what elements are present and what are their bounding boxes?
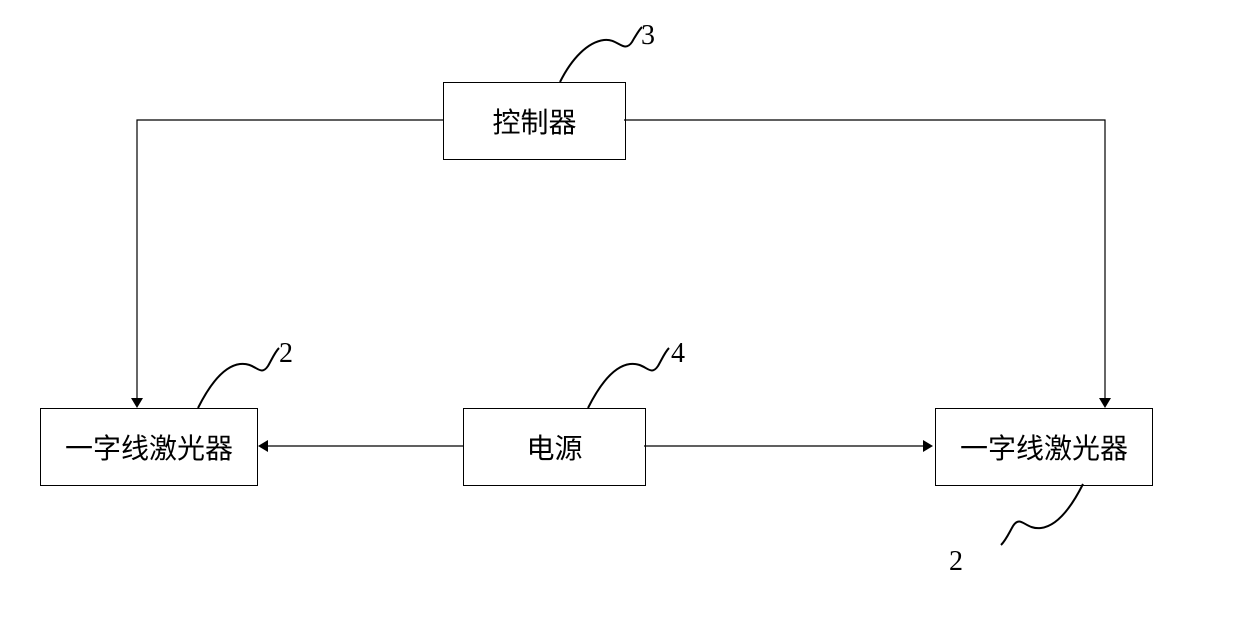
squiggle-power (588, 348, 669, 408)
squiggle-controller (560, 27, 642, 82)
node-laser-left: 一字线激光器 (40, 408, 258, 486)
ref-laser-right: 2 (949, 546, 963, 578)
ref-power: 4 (671, 338, 685, 370)
edge-controller-to-laser-right (624, 120, 1105, 400)
node-power-label: 电源 (526, 427, 582, 467)
arrow-controller-to-laser-right (1099, 398, 1111, 408)
arrow-power-to-laser-left (258, 440, 268, 452)
diagram-canvas: 控制器 一字线激光器 电源 一字线激光器 3 2 4 2 (0, 0, 1240, 617)
arrow-power-to-laser-right (923, 440, 933, 452)
ref-laser-left: 2 (279, 338, 293, 370)
node-controller: 控制器 (443, 82, 626, 160)
node-laser-right-label: 一字线激光器 (960, 427, 1128, 467)
squiggle-laser-right (1001, 484, 1083, 545)
ref-controller: 3 (641, 20, 655, 52)
node-laser-right: 一字线激光器 (935, 408, 1153, 486)
squiggle-laser-left (198, 348, 279, 408)
node-laser-left-label: 一字线激光器 (65, 427, 233, 467)
node-power: 电源 (463, 408, 646, 486)
node-controller-label: 控制器 (492, 101, 576, 141)
arrow-controller-to-laser-left (131, 398, 143, 408)
